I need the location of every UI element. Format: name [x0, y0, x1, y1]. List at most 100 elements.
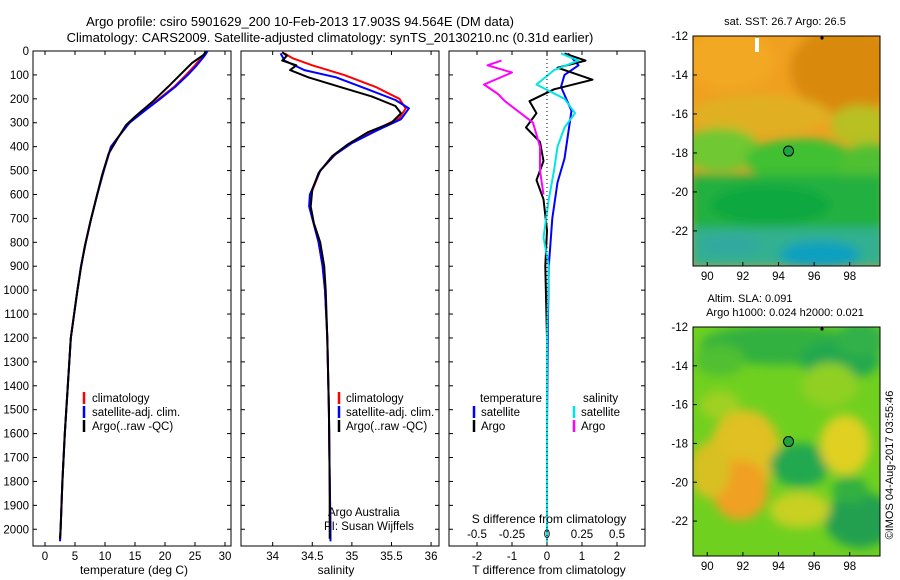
s-diff-tick-label: 0 [544, 529, 550, 541]
series-line-climatology [59, 51, 208, 542]
map-lat-tick-label: -16 [671, 400, 688, 412]
series-line-satellite-adj-clim- [279, 52, 410, 542]
series-line-satellite-adj-clim- [59, 51, 209, 542]
t-diff-tick-label: -2 [472, 551, 482, 563]
legend-label-temp-satellite: satellite [481, 407, 520, 419]
s-difference-axis-label: S difference from climatology [472, 512, 627, 526]
map-lat-tick-label: -22 [671, 226, 688, 238]
temperature-axis-label: temperature (deg C) [80, 563, 188, 577]
salinity-plot-frame [240, 50, 440, 547]
temperature-lines [59, 51, 209, 542]
legend-title-salinity: salinity [583, 393, 618, 405]
legend-label-sal-argo: Argo [581, 421, 605, 433]
legend-label-satellite: satellite-adj. clim. [92, 407, 180, 419]
series-line-salinity-satellite [535, 52, 580, 542]
map-lon-tick-label: 98 [843, 561, 856, 573]
depth-tick-label: 700 [10, 213, 29, 225]
x-tick-label: 0 [42, 551, 48, 563]
depth-tick-label: 1800 [3, 476, 29, 488]
depth-axis: 0 100 200 300 400 500 600 700 800 900 1000 1100 1200… [3, 46, 645, 536]
argo-position-marker [783, 436, 795, 448]
depth-tick-label: 1000 [3, 285, 29, 297]
t-diff-tick-label: 0 [544, 551, 550, 563]
difference-legend: temperature satellite Argo salinity sate… [472, 393, 620, 433]
depth-tick-label: 1700 [3, 453, 29, 465]
depth-tick-label: 100 [10, 70, 29, 82]
depth-tick-label: 1900 [3, 500, 29, 512]
sla-map-axes: 90 92 94 96 98 -12 -14 -16 -18 -20 -22 [671, 322, 856, 573]
map-lat-tick-label: -20 [671, 187, 688, 199]
figure-title-line1: Argo profile: csiro 5901629_200 10-Feb-2… [86, 14, 514, 29]
t-difference-axis-label: T difference from climatology [472, 563, 626, 577]
x-tick-label: 10 [99, 551, 112, 563]
salinity-axis-label: salinity [318, 563, 355, 577]
legend-label-sal-satellite: satellite [581, 407, 620, 419]
series-line-temperature-satellite [546, 52, 580, 542]
t-diff-tick-label: 2 [614, 551, 620, 563]
sst-map-title: sat. SST: 26.7 Argo: 26.5 [724, 16, 846, 28]
x-tick-label: 15 [129, 551, 142, 563]
legend-title-temperature: temperature [480, 393, 542, 405]
legend-label-climatology: climatology [346, 393, 404, 405]
temperature-legend: climatology satellite-adj. clim. Argo(..… [82, 392, 180, 433]
map-lon-tick-label: 96 [808, 561, 821, 573]
map-lat-tick-label: -12 [671, 31, 688, 43]
depth-tick-label: 900 [10, 261, 29, 273]
depth-tick-label: 500 [10, 166, 29, 178]
x-tick-label: 35 [345, 551, 358, 563]
depth-tick-label: 1400 [3, 381, 29, 393]
difference-lines [483, 51, 594, 546]
s-diff-tick-label: -0.25 [499, 529, 525, 541]
x-tick-label: 25 [189, 551, 202, 563]
map-lon-tick-label: 92 [736, 561, 749, 573]
sst-map-axes: 90 92 94 96 98 -12 -14 -16 -18 -20 -22 [671, 31, 856, 283]
map-lon-tick-label: 90 [701, 271, 714, 283]
depth-tick-label: 200 [10, 94, 29, 106]
map-edge-dot [820, 36, 824, 40]
s-diff-tick-label: -0.5 [467, 529, 487, 541]
map-lon-tick-label: 90 [701, 561, 714, 573]
map-lon-tick-label: 92 [736, 271, 749, 283]
legend-label-satellite: satellite-adj. clim. [346, 407, 434, 419]
legend-label-argo: Argo(..raw -QC) [346, 421, 427, 433]
map-lat-tick-label: -18 [671, 148, 688, 160]
map-lat-tick-label: -18 [671, 438, 688, 450]
series-line-temperature-argo [525, 52, 594, 542]
x-tick-label: 30 [219, 551, 232, 563]
depth-tick-label: 1300 [3, 357, 29, 369]
sla-map-title-line1: Altim. SLA: 0.091 [708, 293, 793, 305]
salinity-lines [279, 51, 410, 542]
x-tick-label: 36 [425, 551, 438, 563]
x-tick-label: 34 [266, 551, 279, 563]
argo-position-marker [783, 145, 795, 157]
map-lat-tick-label: -14 [671, 70, 688, 82]
depth-tick-label: 0 [23, 46, 29, 58]
s-diff-tick-label: 0.25 [571, 529, 593, 541]
temperature-plot-frame [32, 50, 232, 547]
depth-tick-label: 300 [10, 118, 29, 130]
map-lat-tick-label: -16 [671, 109, 688, 121]
s-diff-tick-label: 0.5 [609, 529, 625, 541]
x-tick-label: 20 [159, 551, 172, 563]
map-lon-tick-label: 96 [808, 271, 821, 283]
depth-tick-label: 400 [10, 142, 29, 154]
map-lat-tick-label: -12 [671, 322, 688, 334]
depth-tick-label: 1200 [3, 333, 29, 345]
figure-title-line2: Climatology: CARS2009. Satellite-adjuste… [67, 30, 594, 45]
map-lat-tick-label: -20 [671, 477, 688, 489]
x-tick-label: 5 [72, 551, 78, 563]
map-edge-dot [820, 327, 824, 331]
missing-data-stripe [755, 38, 759, 52]
depth-tick-label: 1100 [4, 309, 29, 321]
map-lon-tick-label: 94 [772, 561, 785, 573]
map-lat-tick-label: -22 [671, 516, 688, 528]
t-diff-tick-label: -1 [507, 551, 517, 563]
depth-tick-label: 1500 [3, 405, 29, 417]
depth-tick-label: 1600 [3, 429, 29, 441]
sla-map-frame [692, 326, 881, 557]
argo-australia-note: Argo Australia [328, 507, 400, 519]
map-lon-tick-label: 94 [772, 271, 785, 283]
depth-tick-label: 600 [10, 189, 29, 201]
series-line-salinity-argo [483, 59, 545, 195]
